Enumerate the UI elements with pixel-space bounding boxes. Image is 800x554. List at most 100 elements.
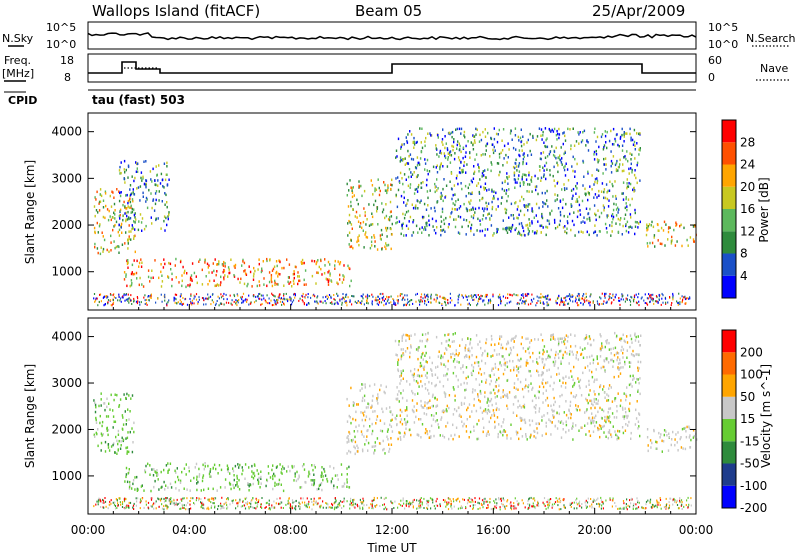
data-cell [598,424,601,427]
data-cell [118,245,120,249]
data-cell [464,349,466,352]
data-cell [125,473,128,476]
data-cell [614,331,616,335]
data-cell [133,235,135,238]
data-cell [500,364,503,367]
data-cell [279,463,281,466]
data-cell [647,449,649,453]
ground-scatter-cell [457,301,459,304]
data-cell [615,433,617,437]
data-cell [385,242,387,245]
data-cell [451,135,453,139]
data-cell [567,179,570,182]
data-cell [588,217,591,220]
data-cell [387,243,390,247]
data-cell [610,347,612,351]
data-cell [572,385,574,388]
ground-scatter-cell [527,499,529,502]
data-cell [134,476,136,479]
data-cell [171,278,173,281]
data-cell [503,189,506,192]
ground-scatter-cell [548,298,550,301]
data-cell [417,368,419,372]
data-cell [464,346,466,350]
ground-scatter-cell [360,295,362,298]
ground-scatter-cell [584,297,586,300]
ground-scatter-cell [304,296,306,299]
ground-scatter-cell [104,303,106,305]
data-cell [156,474,158,477]
ground-scatter-cell [545,295,547,298]
data-cell [390,419,392,422]
freq-label: Freq. [4,54,31,67]
data-cell [121,243,124,246]
data-cell [564,134,566,138]
data-cell [498,376,500,380]
data-cell [531,210,534,213]
data-cell [495,208,497,211]
colorbar-tick-label: 4 [740,269,748,283]
data-cell [417,161,419,165]
data-cell [611,412,614,415]
data-cell [540,134,542,137]
data-cell [546,155,549,158]
data-cell [549,211,551,215]
data-cell [462,168,464,172]
data-cell [495,132,498,136]
ground-scatter-cell [235,299,237,302]
ground-scatter-cell [278,296,280,299]
ground-scatter-cell [307,293,309,295]
data-cell [138,283,140,287]
ground-scatter-cell [287,300,289,303]
ground-scatter-cell [150,294,152,297]
data-cell [540,157,542,161]
data-cell [118,223,120,227]
ground-scatter-cell [585,295,587,298]
data-cell [468,183,471,186]
data-cell [667,449,670,452]
data-cell [654,245,656,248]
data-cell [478,190,480,194]
ground-scatter-cell [214,304,217,307]
data-cell [419,339,421,343]
data-cell [394,416,396,420]
data-cell [444,135,446,138]
y-tick-label: 3000 [51,171,82,185]
ground-scatter-cell [420,293,423,296]
data-cell [158,190,160,193]
data-cell [252,482,254,486]
data-cell [125,211,127,215]
data-cell [494,392,496,395]
data-cell [558,127,560,131]
data-cell [423,412,425,415]
ground-scatter-cell [327,506,329,509]
data-cell [341,281,344,284]
ground-scatter-cell [113,503,116,506]
data-cell [531,222,533,225]
data-cell [445,184,448,187]
ground-scatter-cell [665,301,667,304]
ground-scatter-cell [343,296,345,299]
data-cell [170,268,172,271]
ground-scatter-cell [441,304,443,307]
data-cell [166,223,168,227]
ground-scatter-cell [524,302,526,305]
data-cell [613,202,615,206]
data-cell [400,371,403,375]
data-cell [508,148,510,151]
data-cell [446,372,448,376]
data-cell [426,158,429,162]
data-cell [559,210,562,214]
ground-scatter-cell [602,302,604,305]
data-cell [118,234,121,237]
data-cell [501,139,503,142]
data-cell [130,192,133,195]
ground-scatter-cell [636,302,638,305]
ground-scatter-cell [653,302,655,305]
data-cell [516,414,518,417]
data-cell [104,190,107,193]
data-cell [611,358,613,362]
ground-scatter-cell [540,296,542,299]
data-cell [118,251,120,254]
data-cell [160,172,163,176]
